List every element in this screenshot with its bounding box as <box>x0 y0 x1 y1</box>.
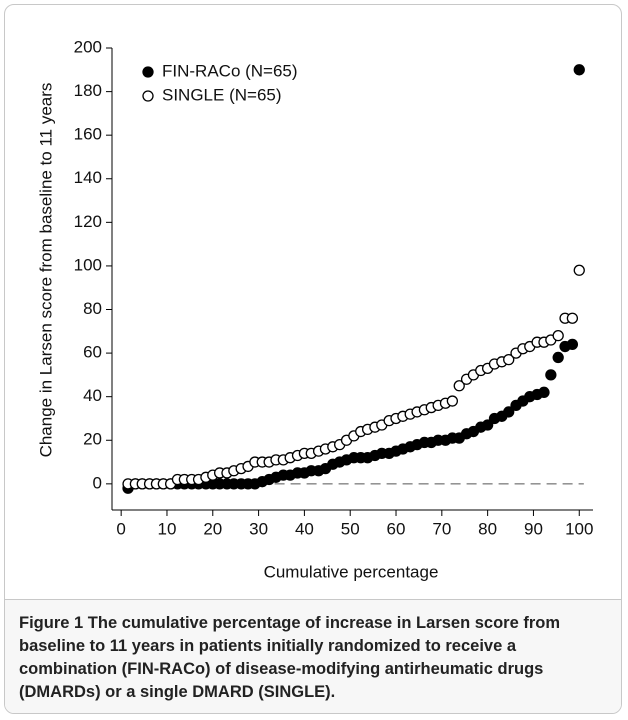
chart: Change in Larsen score from baseline to … <box>36 37 593 581</box>
x-tick-label: 40 <box>295 519 314 538</box>
point <box>552 330 564 342</box>
legend-marker <box>142 66 154 78</box>
y-tick-label: 60 <box>83 343 102 362</box>
point <box>503 406 515 418</box>
x-tick-label: 0 <box>116 519 125 538</box>
x-tick-label: 60 <box>387 519 406 538</box>
y-tick-label: 0 <box>93 473 102 492</box>
y-tick-label: 160 <box>74 125 102 144</box>
y-tick-label: 20 <box>83 430 102 449</box>
point <box>573 264 585 276</box>
y-tick-label: 120 <box>74 212 102 231</box>
x-tick-label: 80 <box>478 519 497 538</box>
x-tick-label: 100 <box>565 519 593 538</box>
caption: Figure 1 The cumulative percentage of in… <box>5 599 621 713</box>
legend-marker <box>142 90 154 102</box>
x-tick-label: 70 <box>432 519 451 538</box>
y-axis-title: Change in Larsen score from baseline to … <box>36 83 55 458</box>
point <box>573 64 585 76</box>
caption-label: Figure 1 <box>19 614 84 632</box>
y-tick-label: 40 <box>83 386 102 405</box>
x-axis-title: Cumulative percentage <box>264 562 439 581</box>
point <box>453 380 465 392</box>
y-tick-label: 180 <box>74 81 102 100</box>
x-tick-label: 90 <box>524 519 543 538</box>
x-tick-label: 20 <box>203 519 222 538</box>
y-tick-label: 200 <box>74 37 102 56</box>
y-tick-label: 100 <box>74 255 102 274</box>
legend-label: SINGLE (N=65) <box>162 85 282 104</box>
caption-text: The cumulative percentage of increase in… <box>19 614 561 701</box>
legend-label: FIN-RACo (N=65) <box>162 61 298 80</box>
point <box>446 395 459 407</box>
x-tick-label: 50 <box>341 519 360 538</box>
point <box>566 338 579 351</box>
point <box>538 386 550 398</box>
y-tick-label: 80 <box>83 299 102 318</box>
x-tick-label: 30 <box>249 519 268 538</box>
x-tick-label: 10 <box>158 519 177 538</box>
y-tick-label: 140 <box>74 168 102 187</box>
point <box>545 369 557 381</box>
point <box>503 353 515 366</box>
figure: Change in Larsen score from baseline to … <box>4 4 622 714</box>
point <box>481 419 494 431</box>
point <box>552 351 564 364</box>
point <box>566 312 579 324</box>
